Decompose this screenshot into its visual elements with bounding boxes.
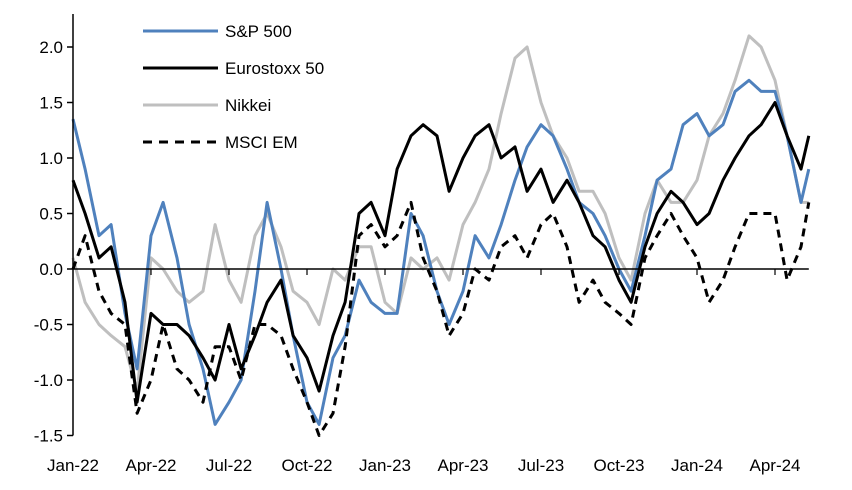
y-tick-label: -1.0 (34, 371, 63, 390)
y-tick-label: 2.0 (39, 38, 63, 57)
y-tick-label: -0.5 (34, 316, 63, 335)
y-tick-label: 1.5 (39, 94, 63, 113)
x-tick-label: Oct-22 (281, 456, 332, 475)
series-line-nikkei (71, 34, 809, 393)
legend-label: Nikkei (225, 96, 271, 115)
x-tick-label: Apr-23 (437, 456, 488, 475)
y-tick-label: 0.0 (39, 260, 63, 279)
x-tick-label: Jan-24 (671, 456, 723, 475)
y-tick-label: 0.5 (39, 205, 63, 224)
x-axis-ticks: Jan-22 Apr-22 Jul-22 Oct-22 Jan-23 Apr-23 Jul-… (47, 269, 801, 475)
legend-label: MSCI EM (225, 133, 298, 152)
y-tick-label: 1.0 (39, 149, 63, 168)
x-tick-label: Jul-22 (206, 456, 252, 475)
y-tick-label: -1.5 (34, 427, 63, 446)
y-axis-ticks: 2.0 1.5 1.0 0.5 0.0 -0.5 -1.0 -1.5 (34, 38, 73, 446)
x-tick-label: Apr-22 (125, 456, 176, 475)
legend: S&P 500 Eurostoxx 50 Nikkei MSCI EM (143, 22, 324, 152)
legend-label: S&P 500 (225, 22, 292, 41)
x-tick-label: Jan-22 (47, 456, 99, 475)
series-layer (71, 34, 811, 437)
x-tick-label: Oct-23 (593, 456, 644, 475)
series-line-s-p-500 (71, 78, 811, 426)
x-tick-label: Jul-23 (518, 456, 564, 475)
series-line-msci-em (71, 200, 811, 437)
x-tick-label: Jan-23 (359, 456, 411, 475)
x-tick-label: Apr-24 (749, 456, 800, 475)
legend-label: Eurostoxx 50 (225, 59, 324, 78)
series-line-eurostoxx-50 (71, 101, 811, 404)
